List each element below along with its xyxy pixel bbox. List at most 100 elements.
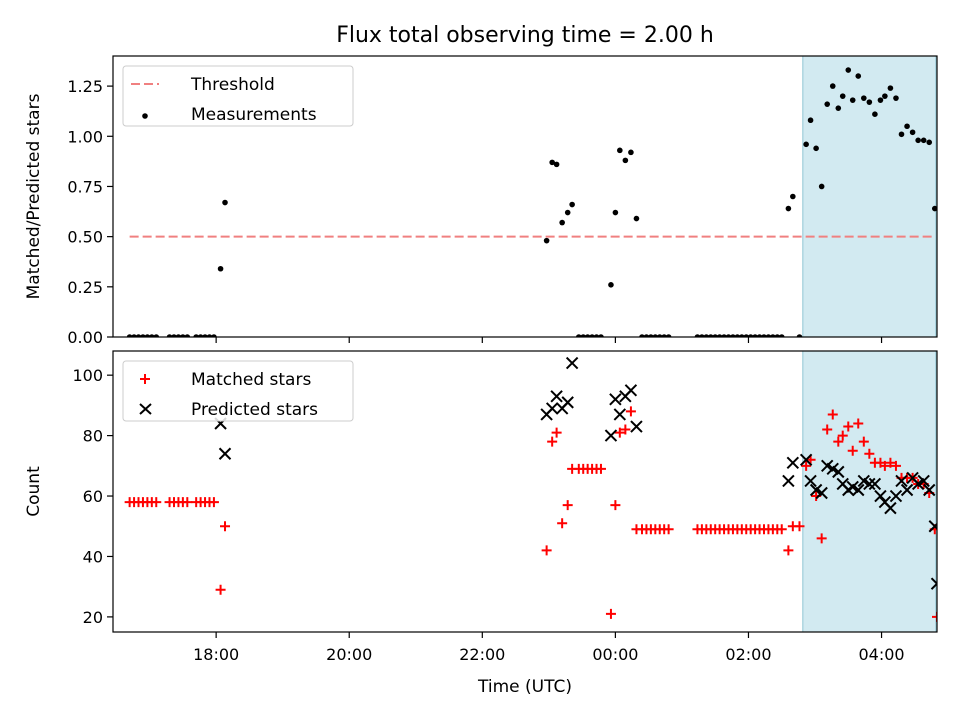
- measurement-point: [765, 334, 772, 337]
- matched-star-point: [610, 500, 621, 511]
- chart-title: Flux total observing time = 2.00 h: [336, 23, 714, 48]
- measurement-point: [140, 334, 146, 337]
- measurement-point: [639, 334, 645, 337]
- predicted-star-point: [889, 489, 903, 503]
- measurement-point: [656, 334, 663, 337]
- measurement-point: [756, 334, 763, 337]
- measurement-point: [725, 334, 732, 337]
- predicted-star-point: [900, 483, 914, 497]
- plot-area: [124, 356, 937, 622]
- matched-star-point: [562, 500, 573, 511]
- x-tick-label: 00:00: [592, 645, 638, 664]
- measurement-point: [564, 209, 571, 216]
- predicted-star-point: [863, 477, 876, 491]
- measurement-point: [665, 334, 672, 337]
- measurement-point: [171, 334, 177, 337]
- x-tick-label: 02:00: [725, 645, 771, 664]
- matched-star-point: [557, 518, 568, 529]
- measurement-point: [845, 67, 852, 73]
- axes-frame: [112, 55, 938, 338]
- x-tick-label: 20:00: [326, 645, 372, 664]
- measurement-point: [608, 282, 614, 288]
- predicted-star-point: [917, 474, 930, 488]
- measurement-point: [617, 147, 623, 154]
- measurement-point: [222, 199, 228, 206]
- predicted-star-point: [565, 356, 579, 370]
- measurement-point: [734, 334, 741, 337]
- legend-predicted-key: [139, 403, 152, 415]
- matched-star-point: [890, 460, 901, 471]
- measurement-point: [197, 334, 204, 337]
- legend: Threshold Measurements: [122, 65, 354, 127]
- measurement-point: [206, 334, 213, 337]
- top-panel: 0.00 0.25 0.50 0.75 1.00 1.25 Matched/Predicte…: [24, 55, 938, 347]
- measurement-point: [739, 334, 745, 337]
- legend: Matched stars Predicted stars: [122, 360, 354, 422]
- measurement-point: [149, 334, 155, 337]
- predicted-star-point: [624, 384, 638, 397]
- predicted-star-point: [609, 393, 622, 406]
- x-tick-label: 18:00: [193, 645, 239, 664]
- matched-star-point: [801, 460, 812, 471]
- measurement-point: [796, 334, 803, 337]
- x-tick-label: 04:00: [858, 645, 904, 664]
- y-tick-label: 60: [83, 487, 103, 506]
- measurement-point: [184, 334, 191, 337]
- matched-star-point: [663, 524, 674, 535]
- measurement-point: [622, 157, 629, 164]
- measurement-point: [866, 99, 873, 105]
- predicted-star-point: [895, 474, 908, 488]
- measurement-point: [553, 161, 560, 168]
- x-tick-label: 22:00: [459, 645, 505, 664]
- measurement-point: [202, 334, 208, 337]
- matched-star-point: [794, 521, 805, 532]
- measurement-point: [813, 145, 819, 152]
- matched-star-point: [625, 406, 636, 417]
- measurement-point: [559, 219, 565, 226]
- measurement-point: [549, 159, 555, 166]
- x-axis-label: Time (UTC): [477, 677, 572, 697]
- y-tick-label: 0.75: [67, 177, 103, 196]
- matched-star-point: [879, 460, 890, 471]
- matched-star-point: [864, 448, 875, 459]
- measurement-point: [818, 183, 825, 190]
- matched-star-point: [595, 463, 606, 474]
- measurement-point: [824, 101, 831, 107]
- matched-star-point: [853, 418, 864, 429]
- predicted-star-point: [815, 486, 828, 500]
- measurement-point: [915, 137, 921, 144]
- measurement-point: [898, 131, 905, 138]
- measurement-point: [661, 334, 667, 337]
- matched-star-point: [551, 427, 562, 438]
- measurement-point: [131, 334, 137, 337]
- measurement-point: [193, 334, 199, 337]
- measurement-point: [211, 334, 217, 337]
- matched-star-point: [776, 524, 787, 535]
- matched-star-point: [837, 430, 848, 441]
- measurement-point: [707, 334, 714, 337]
- y-tick-label: 1.25: [67, 77, 103, 96]
- measurement-point: [887, 85, 894, 91]
- measurement-point: [643, 334, 650, 337]
- legend-label: Threshold: [190, 75, 275, 95]
- y-tick-label: 20: [83, 608, 103, 627]
- predicted-star-point: [804, 474, 817, 488]
- matched-star-point: [783, 545, 794, 556]
- measurement-point: [652, 334, 659, 337]
- measurement-point: [612, 209, 619, 216]
- measurement-point: [909, 129, 916, 136]
- measurement-point: [694, 334, 701, 337]
- measurement-point: [770, 334, 776, 337]
- measurement-point: [849, 97, 856, 103]
- measurement-point: [217, 265, 224, 272]
- predicted-star-point: [561, 396, 574, 409]
- measurement-point: [778, 334, 785, 337]
- measurement-point: [135, 334, 142, 337]
- measurement-point: [699, 334, 705, 337]
- matched-star-point: [605, 608, 616, 619]
- measurement-point: [721, 334, 727, 337]
- y-tick-label: 0.00: [67, 328, 103, 347]
- matched-star-point: [816, 533, 827, 544]
- measurement-point: [153, 334, 160, 337]
